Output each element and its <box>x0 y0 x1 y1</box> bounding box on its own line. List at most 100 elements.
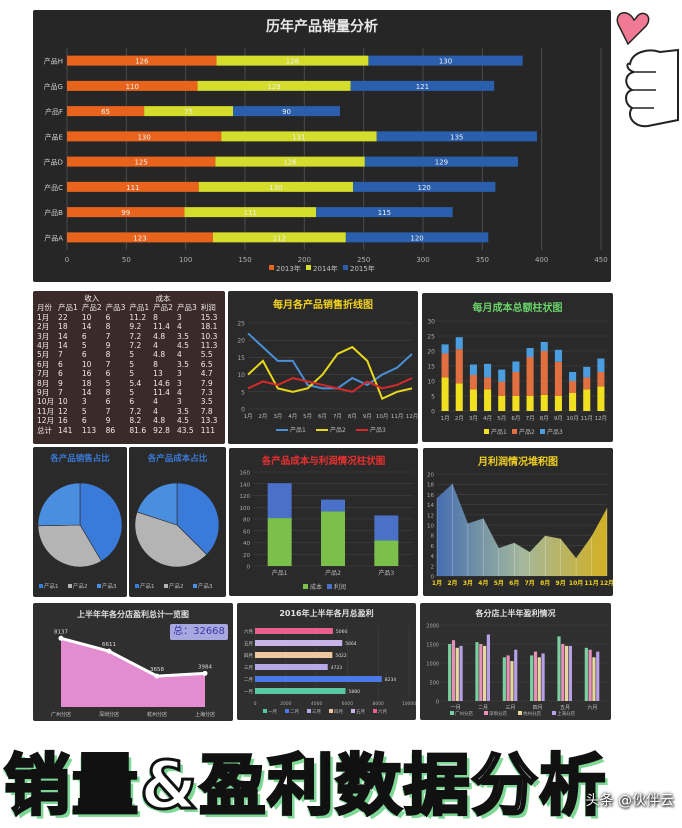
y-tick-label: 8 <box>431 534 435 540</box>
table-column-header: 产品2 <box>153 303 173 313</box>
y-tick-label: 产品E <box>45 132 63 141</box>
data-label: 120 <box>417 184 430 192</box>
table-cell: 16 <box>81 369 92 379</box>
x-tick-label: 12月 <box>406 413 418 420</box>
bar-segment <box>233 106 340 117</box>
y-tick-label: 10 <box>427 379 435 386</box>
bar-segment <box>67 55 217 66</box>
x-tick-label: 4月 <box>478 579 488 587</box>
x-tick-label: 产品3 <box>378 569 394 577</box>
table-cell: 43.5 <box>176 425 194 435</box>
y-tick-label: 25 <box>237 321 245 328</box>
bar <box>596 651 600 701</box>
data-label: 6611 <box>102 642 116 648</box>
legend-label: 产品2 <box>169 582 184 590</box>
data-label: 131 <box>292 133 305 141</box>
income-pie-chart: 产品1 产品2 产品3 <box>37 482 123 590</box>
x-tick-label: 6月 <box>318 413 327 420</box>
legend-swatch <box>68 584 72 588</box>
table-cell: 4 <box>176 350 182 360</box>
bar-segment <box>441 344 449 354</box>
area-fill <box>61 638 205 707</box>
x-tick-label: 3月 <box>273 413 282 420</box>
table-cell: 3月 <box>37 331 50 341</box>
table-cell: 总计 <box>37 425 52 435</box>
y-tick-label: 0 <box>431 575 435 581</box>
legend-label: 产品1 <box>290 426 306 434</box>
x-tick-label: 五月 <box>560 705 570 711</box>
legend-swatch <box>450 711 454 715</box>
y-tick-label: 5 <box>431 394 435 401</box>
bar <box>568 645 572 701</box>
table-cell: 3.5 <box>176 331 189 341</box>
bar-segment <box>569 381 577 393</box>
table-cell: 4.8 <box>153 350 166 360</box>
store-profit-chart-panel: 上半年年各分店盈利总计一览图 8137 6611 3658 3984 广州分店 深圳分店 杭… <box>33 603 233 721</box>
y-tick-label: 产品B <box>44 208 63 217</box>
data-label: 115 <box>378 209 391 217</box>
table-cell: 13 <box>153 369 163 379</box>
data-label: 65 <box>101 108 110 116</box>
cost-profit-chart-panel: 各产品成本与利润情况柱状图 0 20 40 60 80 100 120 140 160 产品1 产品… <box>229 448 418 596</box>
data-point <box>202 670 208 676</box>
y-tick-label: 1000 <box>426 662 439 668</box>
x-tick-label: 10月 <box>569 579 583 587</box>
table-cell: 8 <box>105 322 111 332</box>
table-cell: 8 <box>105 350 111 360</box>
bar-segment <box>316 207 453 218</box>
x-tick-label: 400 <box>535 256 548 264</box>
table-cell: 3.5 <box>176 359 189 369</box>
table-cell: 9.2 <box>129 322 142 332</box>
table-column-header: 产品1 <box>129 303 150 313</box>
x-tick-label: 100 <box>179 256 192 264</box>
table-cell: 9 <box>58 378 63 388</box>
table-cell: 5 <box>129 359 135 369</box>
x-tick-label: 7月 <box>333 413 342 420</box>
bar <box>592 657 596 701</box>
y-tick-label: 产品G <box>44 82 63 91</box>
bar-segment <box>321 499 345 512</box>
y-tick-label: 产品D <box>44 158 63 167</box>
pie-slice <box>37 482 81 527</box>
table-cell: 10月 <box>37 397 55 407</box>
legend-label: 产品2 <box>330 426 346 434</box>
legend-label: 二月 <box>290 709 299 715</box>
table-cell: 7 <box>105 331 111 341</box>
bar-segment <box>144 106 234 117</box>
legend-label: 产品2 <box>519 428 535 436</box>
bar-segment <box>321 511 345 566</box>
bar <box>514 649 518 701</box>
bar-segment <box>512 372 520 396</box>
bar-segment <box>526 348 534 357</box>
table-column-header: 产品1 <box>58 303 78 313</box>
bar <box>486 634 490 701</box>
table-row: 5月 7 6 8 5 4.8 4 5.5 <box>35 350 219 359</box>
bar <box>451 640 456 701</box>
table-cell: 3 <box>176 397 182 407</box>
x-tick-label: 上海分店 <box>195 711 215 718</box>
bar-segment <box>583 377 591 390</box>
table-cell: 4.8 <box>153 331 166 341</box>
y-tick-label: 三月 <box>244 665 253 671</box>
bar <box>557 636 561 701</box>
table-group-header-cost: 成本 <box>155 294 171 303</box>
pie-slice <box>37 524 102 568</box>
table-row: 8月 9 18 5 5.4 14.6 3 7.9 <box>35 379 219 388</box>
table-cell: 6 <box>105 369 111 379</box>
data-label: 126 <box>135 58 149 66</box>
legend-label: 2015年 <box>350 264 375 273</box>
legend-swatch <box>484 429 489 434</box>
x-tick-label: 150 <box>238 256 251 264</box>
table-cell: 18.1 <box>200 322 218 332</box>
table-column-header: 利润 <box>200 303 216 313</box>
y-tick-label: 20 <box>237 338 245 345</box>
y-tick-label: 10 <box>237 372 245 379</box>
x-tick-label: 0 <box>65 256 69 264</box>
table-cell: 6 <box>105 397 111 407</box>
monthly-profit-2016-title: 2016年上半年各月总盈利 <box>279 609 374 618</box>
cost-profit-chart: 0 20 40 60 80 100 120 140 160 产品1 产品2 产品3 成本 利润 <box>240 471 413 591</box>
bar <box>255 652 333 658</box>
x-tick-label: 深圳分店 <box>99 711 119 718</box>
data-label: 3984 <box>198 664 212 670</box>
